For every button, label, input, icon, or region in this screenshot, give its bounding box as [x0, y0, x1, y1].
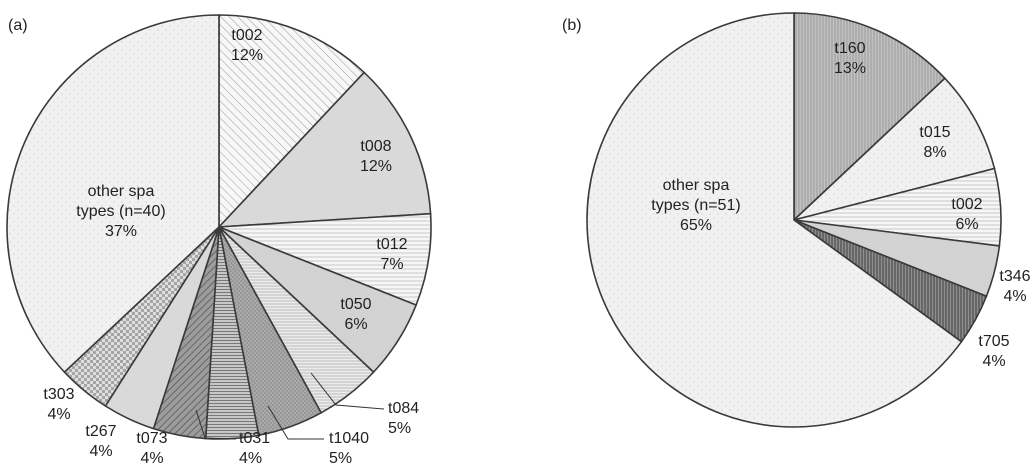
slice-label-line: other spa	[88, 183, 155, 200]
slice-label-line: t002	[231, 27, 262, 44]
pie-slice-t015	[793, 77, 996, 221]
slice-label-t1040: t1040 5%	[329, 430, 369, 467]
slice-label-line: t1040	[329, 430, 369, 447]
slice-label-line: t303	[43, 386, 74, 403]
pie-slice-other	[6, 14, 220, 374]
slice-label-line: 6%	[955, 216, 978, 233]
panel-label-b: (b)	[562, 17, 582, 34]
slice-label-line: types (n=51)	[651, 197, 740, 214]
slice-label-line: t160	[834, 40, 865, 57]
slice-label-t012: t012 7%	[376, 236, 407, 273]
slice-label-line: t012	[376, 236, 407, 253]
pie-chart-a: (a) t002 12%t008 12%t012 7%t050 6%t084 5%t104…	[6, 14, 432, 467]
slice-label-line: t002	[951, 196, 982, 213]
slice-label-line: 12%	[231, 47, 263, 64]
slice-label-t705: t705 4%	[978, 333, 1009, 370]
slice-label-line: types (n=40)	[76, 203, 165, 220]
pie-slice-t002	[218, 14, 366, 230]
slice-label-line: 65%	[680, 217, 712, 234]
slice-label-line: t050	[340, 296, 371, 313]
slice-label-t346: t346 4%	[999, 268, 1030, 305]
slice-label-line: 4%	[982, 353, 1005, 370]
slice-label-line: 4%	[239, 450, 262, 467]
leader-line-t084	[310, 372, 385, 410]
slice-label-t267: t267 4%	[85, 423, 116, 460]
slice-label-line: t084	[388, 400, 419, 417]
pie-b-slices	[586, 12, 1002, 428]
pie-slice-t160	[793, 12, 947, 222]
pie-slice-other	[586, 12, 963, 428]
pie-b-labels: t160 13% t015 8% t002 6% t346 4% t705 4% other spa…	[651, 40, 1030, 370]
slice-label-line: 8%	[923, 144, 946, 161]
slice-label-line: 4%	[1003, 288, 1026, 305]
slice-label-line: t346	[999, 268, 1030, 285]
slice-label-line: 5%	[329, 450, 352, 467]
slice-label-line: other spa	[663, 177, 730, 194]
leader-line-t031	[195, 409, 237, 440]
slice-label-t303: t303 4%	[43, 386, 74, 423]
slice-label-other: other spa types (n=51) 65%	[651, 177, 740, 234]
slice-label-line: t267	[85, 423, 116, 440]
pie-a-labels: t002 12%t008 12%t012 7%t050 6%t084 5%t1040 5%t…	[43, 27, 419, 467]
slice-label-line: 5%	[388, 420, 411, 437]
pie-chart-b: (b) t160 13% t015 8% t002 6% t346 4% t705 4% other…	[562, 12, 1031, 428]
slice-label-line: 12%	[360, 158, 392, 175]
slice-label-line: t031	[239, 430, 270, 447]
slice-label-line: 4%	[47, 406, 70, 423]
slice-label-t008: t008 12%	[360, 138, 392, 175]
slice-label-line: 4%	[89, 443, 112, 460]
slice-label-line: 4%	[140, 450, 163, 467]
slice-label-line: 6%	[344, 316, 367, 333]
slice-label-line: t705	[978, 333, 1009, 350]
slice-label-line: t073	[136, 430, 167, 447]
slice-label-t002: t002 6%	[951, 196, 982, 233]
slice-label-t050: t050 6%	[340, 296, 371, 333]
slice-label-line: t015	[919, 124, 950, 141]
slice-label-t084: t084 5%	[388, 400, 419, 437]
pie-a-slices	[6, 14, 432, 440]
slice-label-other: other spa types (n=40) 37%	[76, 183, 165, 240]
leader-line-t1040	[267, 405, 324, 440]
panel-label-a: (a)	[8, 17, 28, 34]
slice-label-t073: t073 4%	[136, 430, 167, 467]
slice-label-t031: t031 4%	[239, 430, 270, 467]
pie-slice-t008	[217, 71, 432, 228]
slice-label-line: 13%	[834, 60, 866, 77]
slice-label-line: t008	[360, 138, 391, 155]
slice-label-t015: t015 8%	[919, 124, 950, 161]
slice-label-line: 37%	[105, 223, 137, 240]
slice-label-t160: t160 13%	[834, 40, 866, 77]
slice-label-line: 7%	[380, 256, 403, 273]
slice-label-t002: t002 12%	[231, 27, 263, 64]
